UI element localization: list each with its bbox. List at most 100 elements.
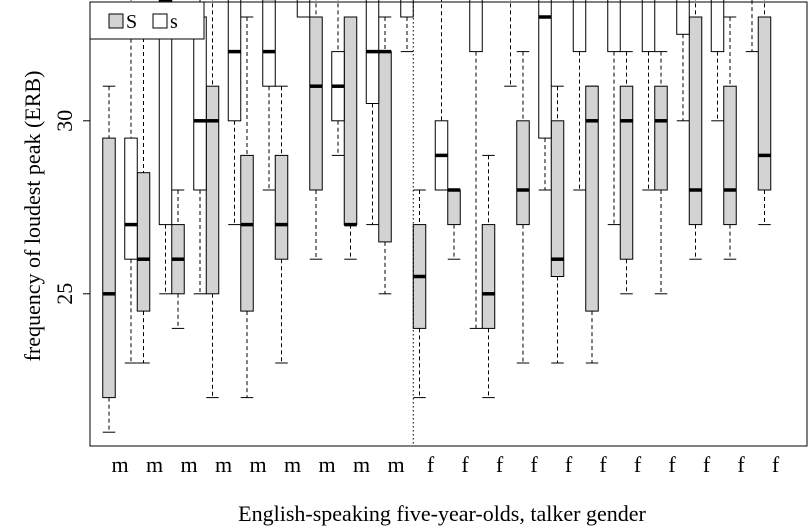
box-S-8 — [343, 16, 358, 260]
box-S-13 — [516, 51, 530, 364]
box-iqr — [227, 0, 242, 122]
box-s-3 — [193, 0, 207, 295]
box-s-18 — [710, 0, 725, 122]
box-iqr — [193, 16, 207, 191]
legend-label-S: S — [126, 11, 137, 33]
x-tick-label: f — [530, 452, 538, 477]
legend: S s — [89, 1, 205, 40]
box-s-13 — [538, 0, 552, 191]
x-tick-label: m — [284, 452, 301, 477]
box-S-12 — [481, 154, 496, 399]
box-iqr — [136, 172, 151, 312]
legend-label-s: s — [170, 11, 178, 33]
x-tick-label: f — [565, 452, 573, 477]
box-S-5 — [240, 16, 254, 399]
legend-swatch-s — [152, 13, 168, 29]
box-S-19 — [723, 16, 737, 260]
box-s-12 — [504, 0, 517, 87]
box-iqr — [296, 0, 311, 18]
box-iqr — [538, 0, 552, 139]
y-tick-label: 25 — [52, 283, 77, 305]
box-iqr — [516, 120, 530, 226]
box-iqr — [481, 224, 496, 329]
x-tick-label: f — [737, 452, 745, 477]
box-S-16 — [619, 51, 634, 295]
box-iqr — [619, 85, 634, 260]
box-S-9 — [378, 16, 392, 295]
box-S-18 — [688, 0, 703, 260]
box-iqr — [641, 0, 656, 53]
x-tick-label: m — [387, 452, 404, 477]
box-iqr — [688, 16, 703, 226]
x-tick-label: f — [427, 452, 435, 477]
box-s-8 — [365, 0, 380, 226]
box-iqr — [469, 0, 483, 53]
box-iqr — [723, 85, 737, 226]
box-iqr — [158, 0, 173, 226]
box-iqr — [343, 16, 358, 226]
x-tick-label: m — [146, 452, 163, 477]
legend-frame — [89, 1, 205, 40]
box-s-2 — [158, 0, 173, 295]
box-S-17 — [654, 51, 668, 295]
box-iqr — [124, 137, 138, 260]
x-tick-label: m — [318, 452, 335, 477]
plot-frame — [89, 1, 808, 447]
x-tick-label: f — [496, 452, 504, 477]
box-iqr — [550, 120, 565, 277]
x-tick-label: m — [353, 452, 370, 477]
y-tick-label: 30 — [52, 110, 77, 132]
box-iqr — [585, 85, 599, 312]
box-iqr — [378, 51, 392, 243]
box-s-15 — [607, 0, 621, 226]
x-tick-label: m — [180, 452, 197, 477]
box-S-15 — [585, 85, 599, 364]
box-S-11 — [447, 188, 461, 260]
box-s-4 — [227, 0, 242, 226]
box-iqr — [240, 154, 254, 312]
box-s-17 — [676, 0, 690, 122]
box-iqr — [205, 85, 220, 295]
box-s-10 — [434, 0, 449, 191]
box-iqr — [572, 0, 587, 53]
box-s-16 — [641, 0, 656, 191]
x-tick-label: m — [111, 452, 128, 477]
box-s-7 — [331, 0, 345, 156]
box-iqr — [676, 0, 690, 35]
box-iqr — [607, 0, 621, 53]
box-S-3 — [171, 189, 185, 329]
y-axis: 25303540 — [52, 110, 90, 305]
x-tick-label: f — [772, 452, 780, 477]
box-s-14 — [572, 0, 587, 191]
box-S-6 — [274, 85, 289, 364]
box-iqr — [447, 189, 461, 226]
box-iqr — [274, 154, 289, 260]
box-S-7 — [309, 0, 323, 260]
box-S-14 — [550, 85, 565, 364]
x-tick-label: f — [634, 452, 642, 477]
boxes — [102, 0, 772, 433]
box-s-6 — [296, 0, 311, 18]
box-s-1 — [124, 0, 138, 364]
box-s-11 — [469, 0, 483, 329]
box-s-9 — [400, 0, 414, 53]
x-tick-label: f — [668, 452, 676, 477]
box-iqr — [262, 0, 276, 87]
x-tick-label: f — [703, 452, 711, 477]
x-axis-label: English-speaking five-year-olds, talker … — [238, 501, 646, 526]
x-tick-label: f — [461, 452, 469, 477]
box-iqr — [309, 16, 323, 191]
x-tick-label: f — [599, 452, 607, 477]
legend-swatch-S — [108, 13, 124, 29]
box-S-4 — [205, 0, 220, 399]
box-S-1 — [102, 85, 116, 433]
y-axis-label: frequency of loudest peak (ERB) — [20, 71, 45, 362]
box-iqr — [757, 16, 772, 191]
x-tick-label: m — [215, 452, 232, 477]
box-iqr — [400, 0, 414, 18]
x-tick-label: m — [249, 452, 266, 477]
box-S-2 — [136, 16, 151, 364]
box-s-19 — [745, 0, 759, 53]
